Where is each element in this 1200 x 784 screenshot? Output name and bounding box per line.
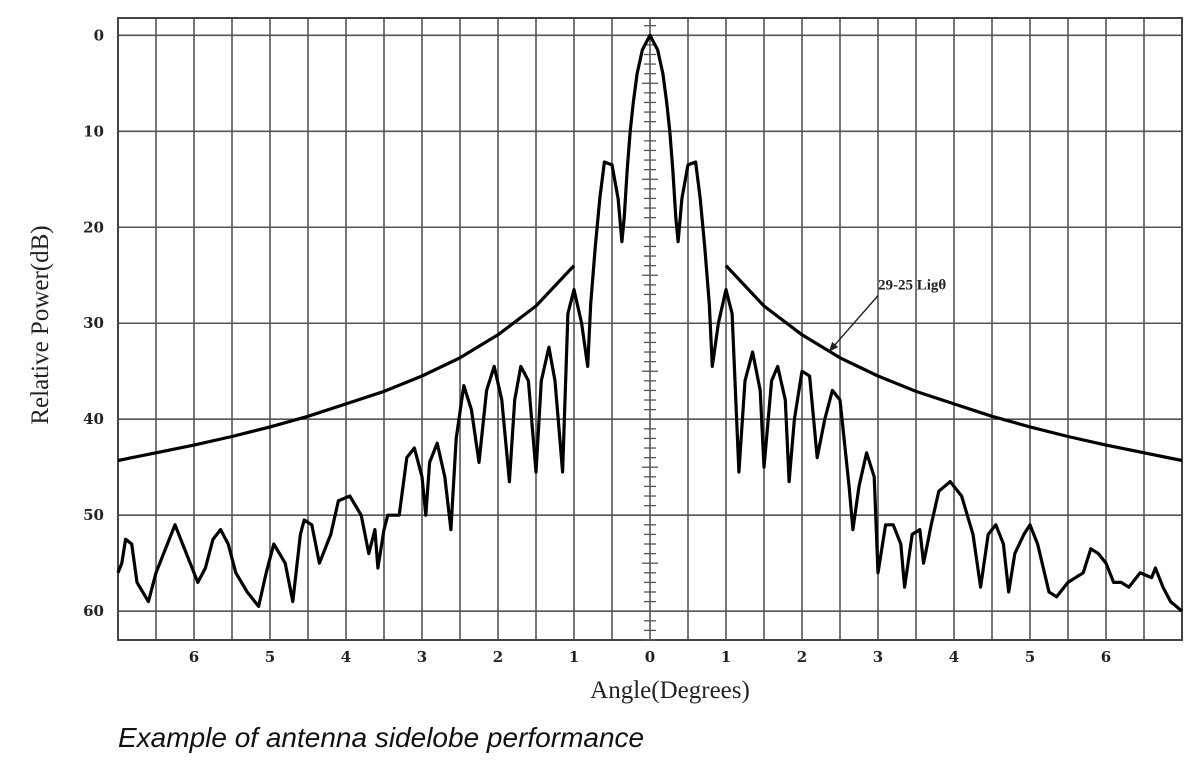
x-tick-label: 6 [189, 648, 199, 666]
grid [117, 17, 1183, 641]
x-tick-label: 3 [417, 648, 427, 666]
series-layer [116, 33, 1184, 613]
x-axis-label: Angle(Degrees) [590, 677, 750, 704]
x-tick-label: 4 [949, 648, 959, 666]
y-axis-label: Relative Power(dB) [27, 225, 54, 424]
x-tick-label: 4 [341, 648, 351, 666]
x-tick-label: 6 [1101, 648, 1111, 666]
x-tick-label: 5 [265, 648, 275, 666]
x-tick-labels: 6 5 4 3 2 1 0 1 2 3 4 5 6 [189, 648, 1111, 666]
y-tick-label: 0 [94, 26, 104, 44]
annotations: 29-25 Ligθ [828, 278, 946, 353]
annotation-arrow-line [828, 295, 879, 353]
x-tick-label: 2 [493, 648, 503, 666]
y-tick-label: 60 [83, 602, 104, 620]
y-tick-label: 30 [83, 314, 104, 332]
x-tick-label: 5 [1025, 648, 1035, 666]
y-tick-label: 20 [83, 218, 104, 236]
annotation-label: 29-25 Ligθ [878, 278, 946, 294]
annotation-arrowhead-icon [828, 341, 839, 353]
x-tick-label: 2 [797, 648, 807, 666]
y-tick-label: 50 [83, 506, 104, 524]
x-tick-label: 3 [873, 648, 883, 666]
y-tick-label: 10 [83, 122, 104, 140]
series-line-antenna-pattern [116, 33, 1184, 613]
x-tick-label: 1 [721, 648, 731, 666]
series-line-envelope-right [724, 264, 1183, 463]
x-tick-label: 0 [645, 648, 655, 666]
figure-caption: Example of antenna sidelobe performance [118, 722, 645, 753]
y-tick-labels: 0 10 20 30 40 50 60 [83, 26, 104, 620]
x-tick-label: 1 [569, 648, 579, 666]
y-tick-label: 40 [83, 410, 104, 428]
series-line-envelope-left [117, 264, 576, 463]
